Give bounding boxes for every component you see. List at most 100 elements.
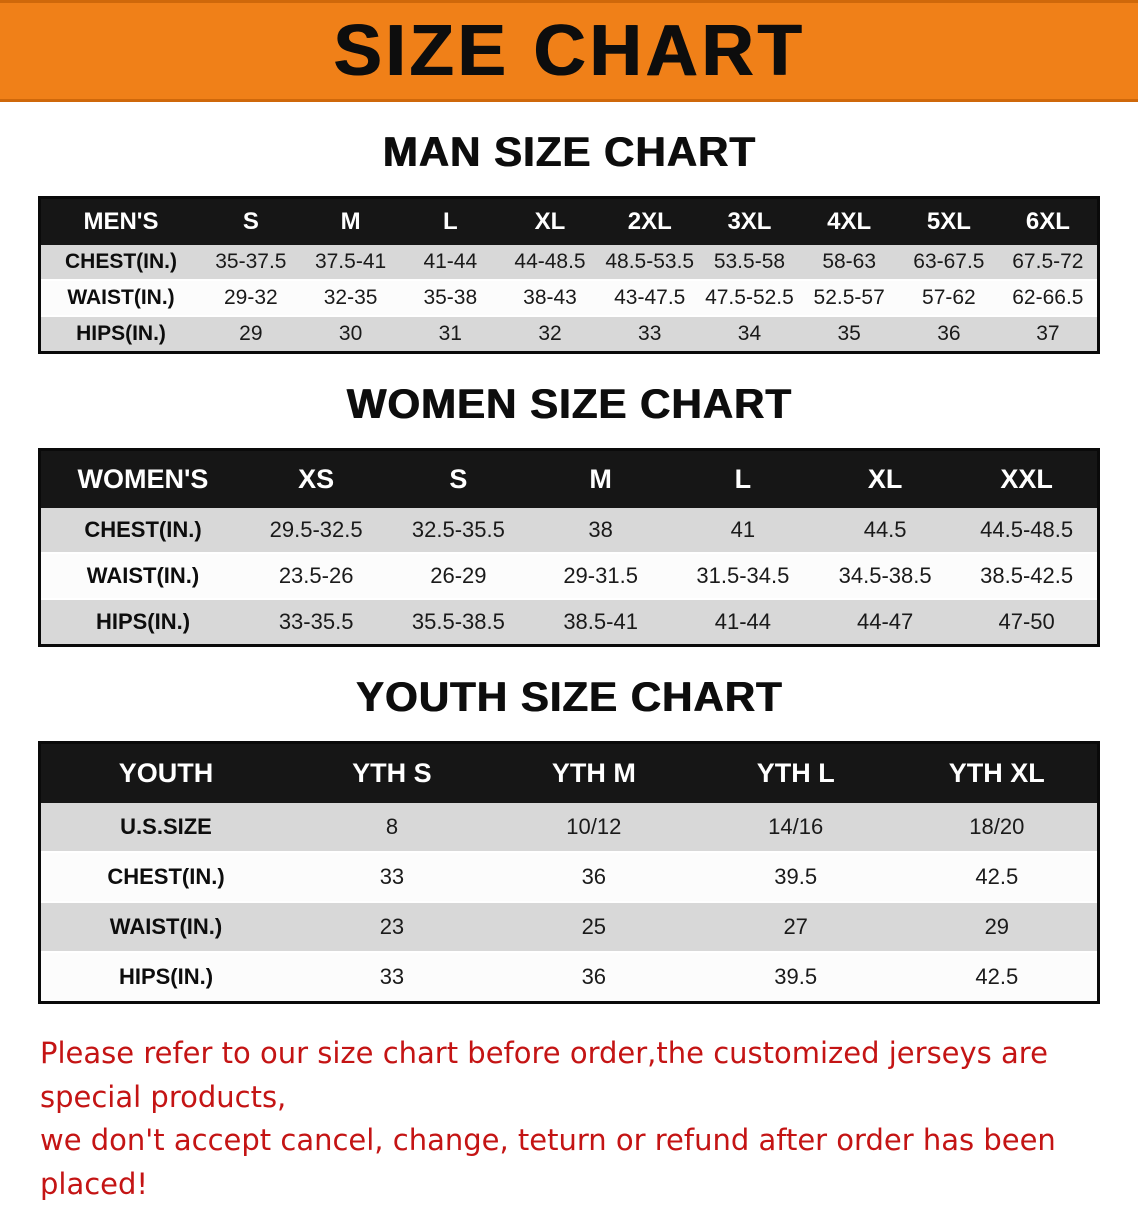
value-cell: 36 xyxy=(492,952,695,1004)
youth-size-table: YOUTH YTH S YTH M YTH L YTH XL U.S.SIZE 8 10/12… xyxy=(38,741,1100,1004)
size-header-cell: 2XL xyxy=(599,197,700,245)
value-cell: 23.5-26 xyxy=(245,553,388,600)
value-cell: 48.5-53.5 xyxy=(599,245,700,281)
value-cell: 29-31.5 xyxy=(529,553,672,600)
value-cell: 34 xyxy=(699,316,800,354)
measurement-row: HIPS(IN.) 29 30 31 32 33 34 35 36 37 xyxy=(39,316,1099,354)
value-cell: 33-35.5 xyxy=(245,599,388,647)
youth-size-chart-section: YOUTH SIZE CHART YOUTH YTH S YTH M YTH L YTH… xyxy=(0,673,1138,1004)
value-cell: 23 xyxy=(291,902,493,953)
value-cell: 29.5-32.5 xyxy=(245,508,388,554)
value-cell: 36 xyxy=(899,316,999,354)
banner-title: SIZE CHART xyxy=(333,11,805,91)
size-header-cell: M xyxy=(529,449,672,508)
value-cell: 29-32 xyxy=(201,280,301,317)
value-cell: 32-35 xyxy=(300,280,401,317)
row-label-cell: WAIST(IN.) xyxy=(39,553,245,600)
size-header-cell: XS xyxy=(245,449,388,508)
measurement-row: WAIST(IN.) 29-32 32-35 35-38 38-43 43-47.5 47.… xyxy=(39,280,1099,317)
men-size-table: MEN'S S M L XL 2XL 3XL 4XL 5XL 6XL CHEST(IN.) 35-37… xyxy=(38,196,1100,354)
measurement-row: HIPS(IN.) 33 36 39.5 42.5 xyxy=(39,952,1099,1004)
women-size-chart-section: WOMEN SIZE CHART WOMEN'S XS S M L XL XXL CHEST(… xyxy=(0,380,1138,647)
measurement-row: WAIST(IN.) 23.5-26 26-29 29-31.5 31.5-34.5 34… xyxy=(39,553,1099,600)
value-cell: 35-37.5 xyxy=(201,245,301,281)
value-cell: 62-66.5 xyxy=(998,280,1099,317)
value-cell: 44-47 xyxy=(814,599,957,647)
value-cell: 29 xyxy=(201,316,301,354)
value-cell: 41-44 xyxy=(671,599,814,647)
size-header-cell: M xyxy=(300,197,401,245)
value-cell: 44.5-48.5 xyxy=(956,508,1099,554)
value-cell: 25 xyxy=(492,902,695,953)
value-cell: 35.5-38.5 xyxy=(387,599,530,647)
value-cell: 47-50 xyxy=(956,599,1099,647)
value-cell: 38-43 xyxy=(500,280,600,317)
women-size-table: WOMEN'S XS S M L XL XXL CHEST(IN.) 29.5-32.5 32.5… xyxy=(38,448,1100,647)
value-cell: 38 xyxy=(529,508,672,554)
value-cell: 29 xyxy=(896,902,1099,953)
value-cell: 38.5-41 xyxy=(529,599,672,647)
value-cell: 58-63 xyxy=(799,245,900,281)
value-cell: 38.5-42.5 xyxy=(956,553,1099,600)
men-size-chart-section: MAN SIZE CHART MEN'S S M L XL 2XL 3XL 4XL 5XL 6XL… xyxy=(0,128,1138,354)
header-row: WOMEN'S XS S M L XL XXL xyxy=(39,449,1099,508)
row-label-cell: CHEST(IN.) xyxy=(39,245,201,281)
value-cell: 37 xyxy=(998,316,1099,354)
women-section-heading: WOMEN SIZE CHART xyxy=(346,380,792,427)
size-header-cell: L xyxy=(400,197,501,245)
size-header-cell: XXL xyxy=(956,449,1099,508)
value-cell: 18/20 xyxy=(896,803,1099,853)
disclaimer-line-1: Please refer to our size chart before or… xyxy=(40,1036,1048,1114)
measurement-row: CHEST(IN.) 33 36 39.5 42.5 xyxy=(39,852,1099,903)
value-cell: 39.5 xyxy=(694,852,897,903)
value-cell: 47.5-52.5 xyxy=(699,280,800,317)
disclaimer-line-2: we don't accept cancel, change, teturn o… xyxy=(40,1123,1056,1201)
row-label-cell: CHEST(IN.) xyxy=(39,852,291,903)
measurement-row: CHEST(IN.) 35-37.5 37.5-41 41-44 44-48.5 48.5… xyxy=(39,245,1099,281)
measurement-row: U.S.SIZE 8 10/12 14/16 18/20 xyxy=(39,803,1099,853)
row-label-cell: CHEST(IN.) xyxy=(39,508,245,554)
value-cell: 10/12 xyxy=(492,803,695,853)
value-cell: 43-47.5 xyxy=(599,280,700,317)
value-cell: 30 xyxy=(300,316,401,354)
size-header-cell: XL xyxy=(500,197,600,245)
value-cell: 63-67.5 xyxy=(899,245,999,281)
size-header-cell: YTH XL xyxy=(896,742,1099,803)
value-cell: 35 xyxy=(799,316,900,354)
header-row: YOUTH YTH S YTH M YTH L YTH XL xyxy=(39,742,1099,803)
size-header-cell: YTH S xyxy=(291,742,493,803)
value-cell: 41-44 xyxy=(400,245,501,281)
row-label-cell: WAIST(IN.) xyxy=(39,280,201,317)
value-cell: 32.5-35.5 xyxy=(387,508,530,554)
row-label-cell: WAIST(IN.) xyxy=(39,902,291,953)
value-cell: 31.5-34.5 xyxy=(671,553,814,600)
youth-section-heading: YOUTH SIZE CHART xyxy=(355,673,783,720)
value-cell: 34.5-38.5 xyxy=(814,553,957,600)
measurement-row: WAIST(IN.) 23 25 27 29 xyxy=(39,902,1099,953)
size-chart-banner: SIZE CHART xyxy=(0,0,1138,102)
men-section-heading: MAN SIZE CHART xyxy=(382,128,756,175)
table-title-cell: MEN'S xyxy=(39,197,201,245)
value-cell: 33 xyxy=(291,952,493,1004)
size-header-cell: 5XL xyxy=(899,197,999,245)
size-header-cell: 3XL xyxy=(699,197,800,245)
value-cell: 14/16 xyxy=(694,803,897,853)
row-label-cell: HIPS(IN.) xyxy=(39,599,245,647)
value-cell: 35-38 xyxy=(400,280,501,317)
value-cell: 33 xyxy=(291,852,493,903)
size-header-cell: S xyxy=(201,197,301,245)
size-header-cell: YTH L xyxy=(694,742,897,803)
value-cell: 44.5 xyxy=(814,508,957,554)
value-cell: 27 xyxy=(694,902,897,953)
size-header-cell: 6XL xyxy=(998,197,1099,245)
value-cell: 37.5-41 xyxy=(300,245,401,281)
row-label-cell: HIPS(IN.) xyxy=(39,316,201,354)
value-cell: 26-29 xyxy=(387,553,530,600)
value-cell: 32 xyxy=(500,316,600,354)
value-cell: 42.5 xyxy=(896,952,1099,1004)
value-cell: 39.5 xyxy=(694,952,897,1004)
value-cell: 33 xyxy=(599,316,700,354)
value-cell: 67.5-72 xyxy=(998,245,1099,281)
value-cell: 52.5-57 xyxy=(799,280,900,317)
value-cell: 44-48.5 xyxy=(500,245,600,281)
